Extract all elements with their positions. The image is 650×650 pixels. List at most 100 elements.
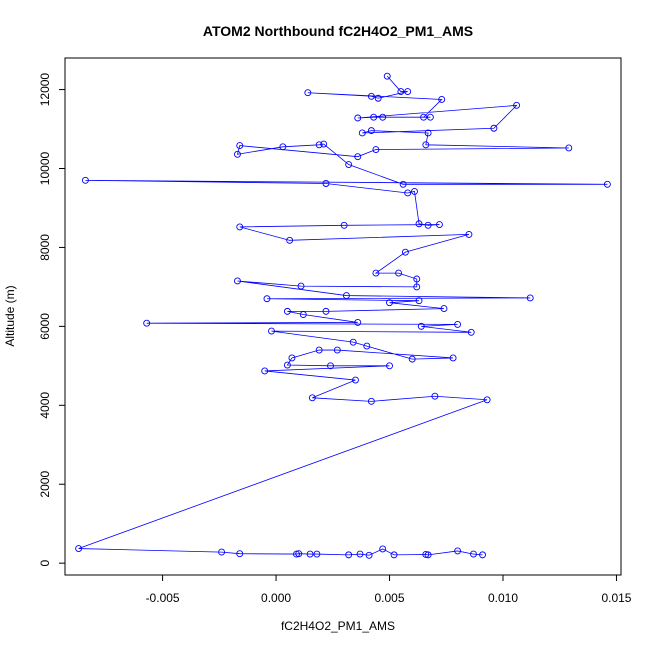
x-axis: -0.005 0.000 0.005 0.010 0.015 xyxy=(146,575,632,605)
data-point xyxy=(340,221,348,229)
data-point xyxy=(315,346,323,354)
y-tick-label: 8000 xyxy=(38,234,52,261)
y-tick-label: 10000 xyxy=(38,151,52,185)
data-point xyxy=(286,236,294,244)
data-point xyxy=(374,94,382,102)
data-point xyxy=(367,127,375,135)
data-point xyxy=(236,142,244,150)
data-point xyxy=(440,305,448,313)
data-point xyxy=(415,297,423,305)
data-point xyxy=(370,113,378,121)
data-point xyxy=(426,113,434,121)
data-point xyxy=(565,144,573,152)
data-point xyxy=(367,397,375,405)
data-point xyxy=(395,269,403,277)
data-point xyxy=(363,342,371,350)
data-point xyxy=(420,113,428,121)
data-point xyxy=(386,362,393,370)
data-point xyxy=(413,283,421,291)
data-point xyxy=(268,327,275,335)
data-point xyxy=(417,322,425,330)
series-line-group xyxy=(78,75,608,556)
data-point xyxy=(379,113,387,121)
data-point xyxy=(322,307,330,315)
data-point xyxy=(399,180,407,188)
data-point xyxy=(401,248,409,256)
data-point xyxy=(454,320,462,328)
x-tick-label: 0.015 xyxy=(601,591,631,605)
data-point xyxy=(465,230,473,238)
data-point xyxy=(415,220,423,228)
data-point xyxy=(490,124,498,132)
data-point xyxy=(263,295,271,303)
data-point xyxy=(397,88,405,96)
data-point xyxy=(299,311,307,318)
data-point xyxy=(467,328,475,336)
data-point xyxy=(422,551,430,558)
x-tick-label: 0.005 xyxy=(375,591,405,605)
data-point xyxy=(283,361,291,369)
chart-title: ATOM2 Northbound fC2H4O2_PM1_AMS xyxy=(203,23,473,39)
y-tick-label: 4000 xyxy=(38,392,52,419)
data-point xyxy=(513,101,521,109)
data-point xyxy=(322,180,330,187)
data-point xyxy=(603,180,611,188)
x-axis-label: fC2H4O2_PM1_AMS xyxy=(281,619,395,633)
data-point xyxy=(365,551,373,559)
y-axis-label: Altitude (m) xyxy=(3,285,17,346)
data-point xyxy=(75,545,83,553)
data-point xyxy=(422,141,430,149)
data-point xyxy=(315,141,323,149)
data-point xyxy=(236,223,244,231)
data-point xyxy=(283,307,291,315)
data-point xyxy=(143,319,151,327)
data-point xyxy=(297,282,305,290)
data-point xyxy=(526,294,534,302)
y-tick-label: 6000 xyxy=(38,313,52,340)
data-point xyxy=(438,95,446,103)
data-point xyxy=(408,355,416,363)
data-point xyxy=(345,551,353,559)
data-point xyxy=(236,550,244,558)
x-tick-label: 0.000 xyxy=(261,591,291,605)
y-axis: 0 2000 4000 6000 8000 10000 12000 xyxy=(38,73,65,567)
data-point xyxy=(288,354,296,362)
data-point xyxy=(411,187,418,195)
series-line xyxy=(78,75,608,556)
data-point xyxy=(306,550,314,558)
data-point xyxy=(304,89,312,97)
data-point xyxy=(379,545,387,553)
y-tick-label: 12000 xyxy=(38,73,52,107)
data-point xyxy=(390,551,398,559)
plot-frame xyxy=(64,57,622,576)
data-point xyxy=(479,551,487,559)
data-point xyxy=(261,367,269,375)
data-point xyxy=(358,129,366,137)
data-point xyxy=(404,88,412,96)
data-point xyxy=(293,550,300,558)
data-point xyxy=(333,346,341,354)
data-point xyxy=(354,114,362,122)
data-point xyxy=(367,92,375,100)
y-tick-label: 2000 xyxy=(38,471,52,498)
data-point xyxy=(424,129,432,137)
data-point xyxy=(424,221,432,229)
data-point xyxy=(386,299,393,307)
data-point xyxy=(424,551,432,559)
data-point xyxy=(356,550,364,558)
y-tick-label: 0 xyxy=(38,560,52,567)
data-point xyxy=(218,548,226,556)
data-point xyxy=(436,221,443,229)
data-point xyxy=(349,338,357,346)
x-tick-label: 0.010 xyxy=(488,591,518,605)
series-marker-group xyxy=(75,72,611,559)
x-tick-label: -0.005 xyxy=(146,591,180,605)
data-point xyxy=(413,275,421,283)
data-point xyxy=(279,143,287,151)
data-point xyxy=(320,140,328,148)
data-point xyxy=(483,396,491,404)
data-point xyxy=(308,394,316,402)
data-point xyxy=(342,292,350,300)
